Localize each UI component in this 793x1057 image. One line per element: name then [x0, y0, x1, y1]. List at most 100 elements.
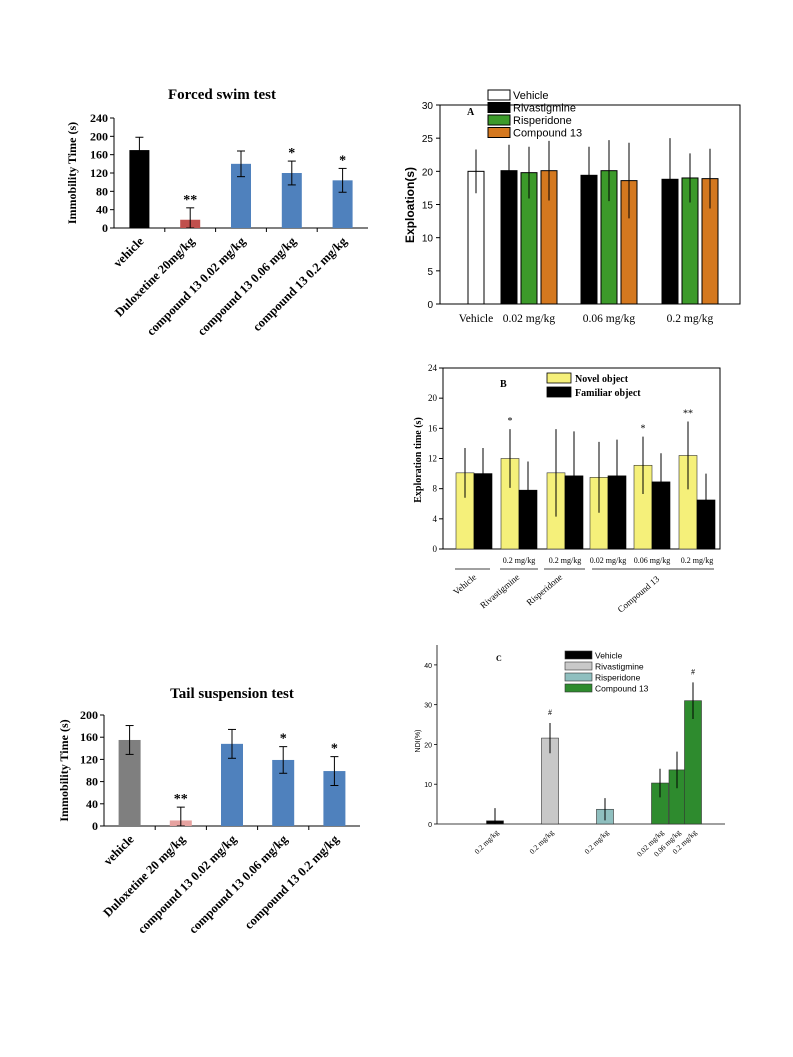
- error-bar-2: [176, 806, 185, 827]
- chart-tst: Tail suspension test Immobility Time (s) 0…: [57, 686, 360, 936]
- legend-label: Vehicle: [513, 90, 548, 102]
- y-tick-label: 80: [86, 775, 98, 789]
- y-axis-label: Exploration time (s): [413, 417, 424, 503]
- y-tick-label: 12: [428, 454, 437, 464]
- y-tick-label: 240: [90, 111, 108, 125]
- significance-marker: #: [691, 667, 695, 676]
- x-group-label: Vehicle: [451, 572, 478, 597]
- y-tick-label: 15: [422, 201, 434, 212]
- x-category-label: 0.2 mg/kg: [473, 828, 501, 856]
- legend-label: Compound 13: [513, 128, 582, 140]
- legend-label: Novel object: [575, 374, 629, 385]
- x-category-label: compound 13 0.06 mg/kg: [195, 234, 300, 339]
- y-tick-label: 10: [422, 234, 434, 245]
- x-group-label: Rivastigmine: [478, 572, 521, 611]
- panel-label: C: [496, 654, 502, 663]
- y-tick-label: 30: [422, 101, 434, 112]
- bar-6: [684, 700, 702, 825]
- error-bar-5: [330, 756, 339, 786]
- significance-marker: *: [508, 416, 513, 427]
- y-tick-label: 30: [424, 703, 432, 710]
- significance-marker: *: [288, 146, 295, 161]
- chart-B: 0 4 8 12 16 20 24 Exploration time (s) B * 0.2 mg/…: [413, 363, 721, 615]
- error-bar-2: [186, 207, 195, 229]
- x-group-label: 0.02 mg/kg: [503, 313, 556, 325]
- significance-marker: #: [548, 708, 552, 717]
- legend-swatch: [564, 672, 593, 682]
- legend-swatch: [546, 386, 572, 398]
- x-category-label: vehicle: [111, 234, 147, 270]
- x-category-label: compound 13 0.2 mg/kg: [250, 234, 350, 334]
- x-dose-label: 0.2 mg/kg: [681, 556, 713, 565]
- y-tick-label: 0: [92, 819, 98, 833]
- legend-label: Risperidone: [595, 673, 641, 683]
- x-category-label: compound 13 0.06 mg/kg: [186, 832, 291, 937]
- error-bar-1: [135, 136, 144, 164]
- bar-1: [129, 150, 150, 228]
- legend-label: Familiar object: [575, 388, 641, 399]
- y-tick-label: 200: [80, 708, 98, 722]
- error-bar-3: [237, 150, 245, 178]
- x-group-label: 0.2 mg/kg: [667, 313, 714, 325]
- x-group-label: Risperidone: [525, 572, 565, 608]
- significance-marker: **: [683, 409, 693, 420]
- legend-label: Vehicle: [595, 651, 623, 661]
- legend-swatch: [564, 683, 593, 693]
- y-tick-label: 20: [422, 167, 434, 178]
- error-bar-3: [228, 728, 236, 759]
- bar-5: [323, 771, 346, 826]
- x-category-label: compound 13 0.02 mg/kg: [144, 234, 249, 339]
- legend-swatch: [564, 650, 593, 660]
- x-category-label: compound 13 0.2 mg/kg: [242, 832, 342, 932]
- panel-label: A: [467, 107, 475, 118]
- y-tick-label: 5: [427, 267, 433, 278]
- legend-label: Rivastigmine: [513, 103, 576, 115]
- y-tick-label: 200: [90, 129, 108, 143]
- significance-marker: **: [183, 193, 197, 208]
- y-axis-label: Immobility Time (s): [65, 122, 79, 224]
- x-group-label: Vehicle: [459, 313, 493, 325]
- x-group-label: 0.06 mg/kg: [583, 313, 636, 325]
- y-tick-label: 10: [424, 782, 432, 789]
- y-axis-label: Exploation(s): [403, 167, 417, 243]
- y-tick-label: 0: [428, 822, 432, 829]
- x-category-label: compound 13 0.02 mg/kg: [135, 832, 240, 937]
- legend-label: Risperidone: [513, 115, 572, 127]
- y-tick-label: 20: [428, 393, 438, 403]
- legend-swatch: [487, 89, 511, 101]
- x-group-label: Compound 13: [616, 574, 662, 615]
- legend-swatch: [487, 102, 511, 113]
- x-dose-label: 0.2 mg/kg: [503, 556, 535, 565]
- y-tick-label: 160: [80, 730, 98, 744]
- error-bar-5: [338, 167, 347, 193]
- legend-label: Rivastigmine: [595, 662, 644, 672]
- chart-fst: Forced swim test Immobility Time (s) 0 40 80…: [65, 87, 368, 338]
- error-bar-4: [287, 160, 296, 186]
- x-category-label: vehicle: [101, 832, 137, 868]
- legend-swatch: [487, 127, 511, 138]
- legend-label: Compound 13: [595, 684, 649, 694]
- y-tick-label: 40: [86, 797, 98, 811]
- y-tick-label: 40: [424, 663, 432, 670]
- chart-title: Tail suspension test: [170, 686, 294, 702]
- x-category-label: 0.2 mg/kg: [583, 828, 611, 856]
- y-tick-label: 8: [433, 484, 438, 494]
- error-bar-1: [125, 725, 134, 755]
- x-dose-label: 0.02 mg/kg: [590, 556, 626, 565]
- bar-3: [231, 163, 251, 228]
- y-tick-label: 120: [90, 166, 108, 180]
- bar-5: [332, 180, 353, 228]
- y-axis-label: NDI(%): [415, 730, 422, 753]
- x-category-label: 0.2 mg/kg: [528, 828, 556, 856]
- legend-swatch: [546, 372, 572, 384]
- y-axis-label: Immobility Time (s): [57, 719, 71, 821]
- chart-C: 0 10 20 30 40 NDI(%) C 0.2 mg/kg #0.2 mg/kg 0.2 m…: [415, 645, 725, 859]
- y-tick-label: 25: [422, 134, 434, 145]
- y-tick-label: 120: [80, 752, 98, 766]
- y-tick-label: 0: [102, 221, 108, 235]
- y-tick-label: 0: [433, 544, 438, 554]
- panel-label: B: [500, 379, 507, 390]
- significance-marker: *: [280, 732, 287, 747]
- y-tick-label: 80: [96, 184, 108, 198]
